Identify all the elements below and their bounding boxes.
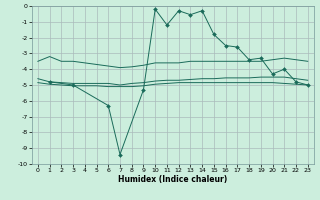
X-axis label: Humidex (Indice chaleur): Humidex (Indice chaleur) [118,175,228,184]
